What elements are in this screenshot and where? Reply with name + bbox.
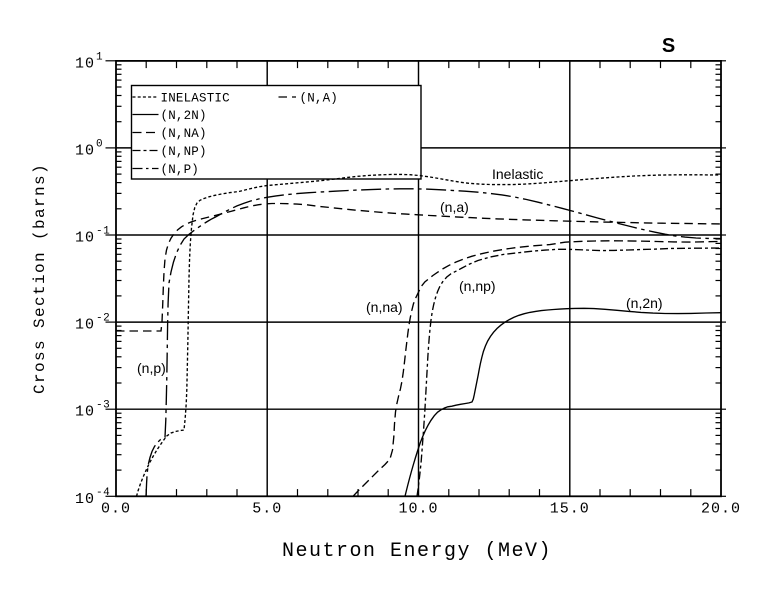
svg-text:(N,NA): (N,NA) (161, 127, 207, 141)
svg-text:(n,a): (n,a) (440, 199, 469, 215)
svg-text:10: 10 (75, 55, 95, 72)
svg-text:20.0: 20.0 (701, 501, 741, 518)
svg-text:-1: -1 (96, 226, 110, 238)
svg-text:10: 10 (75, 230, 95, 247)
svg-text:-4: -4 (96, 487, 110, 499)
svg-text:Cross Section (barns): Cross Section (barns) (31, 163, 49, 394)
svg-text:10: 10 (75, 317, 95, 334)
svg-text:(n,2n): (n,2n) (626, 295, 663, 311)
svg-text:(n,na): (n,na) (366, 299, 403, 315)
svg-text:(n,np): (n,np) (459, 278, 496, 294)
svg-text:INELASTIC: INELASTIC (161, 92, 230, 106)
svg-text:-3: -3 (96, 400, 110, 412)
svg-text:10: 10 (75, 142, 95, 159)
svg-text:(N,A): (N,A) (300, 92, 339, 106)
svg-text:0: 0 (96, 138, 103, 150)
svg-text:10: 10 (75, 491, 95, 508)
svg-text:15.0: 15.0 (550, 501, 590, 518)
svg-text:(N,P): (N,P) (161, 163, 200, 177)
svg-text:(N,NP): (N,NP) (161, 145, 207, 159)
svg-text:Inelastic: Inelastic (492, 166, 543, 182)
svg-text:(N,2N): (N,2N) (161, 109, 207, 123)
svg-text:10: 10 (75, 404, 95, 421)
svg-text:Neutron Energy (MeV): Neutron Energy (MeV) (282, 540, 552, 563)
svg-text:1: 1 (96, 51, 103, 63)
svg-text:0.0: 0.0 (101, 501, 131, 518)
svg-text:-2: -2 (96, 313, 110, 325)
svg-text:10.0: 10.0 (398, 501, 438, 518)
svg-text:(n,p): (n,p) (137, 360, 166, 376)
svg-text:S: S (662, 35, 675, 57)
svg-text:5.0: 5.0 (252, 501, 282, 518)
